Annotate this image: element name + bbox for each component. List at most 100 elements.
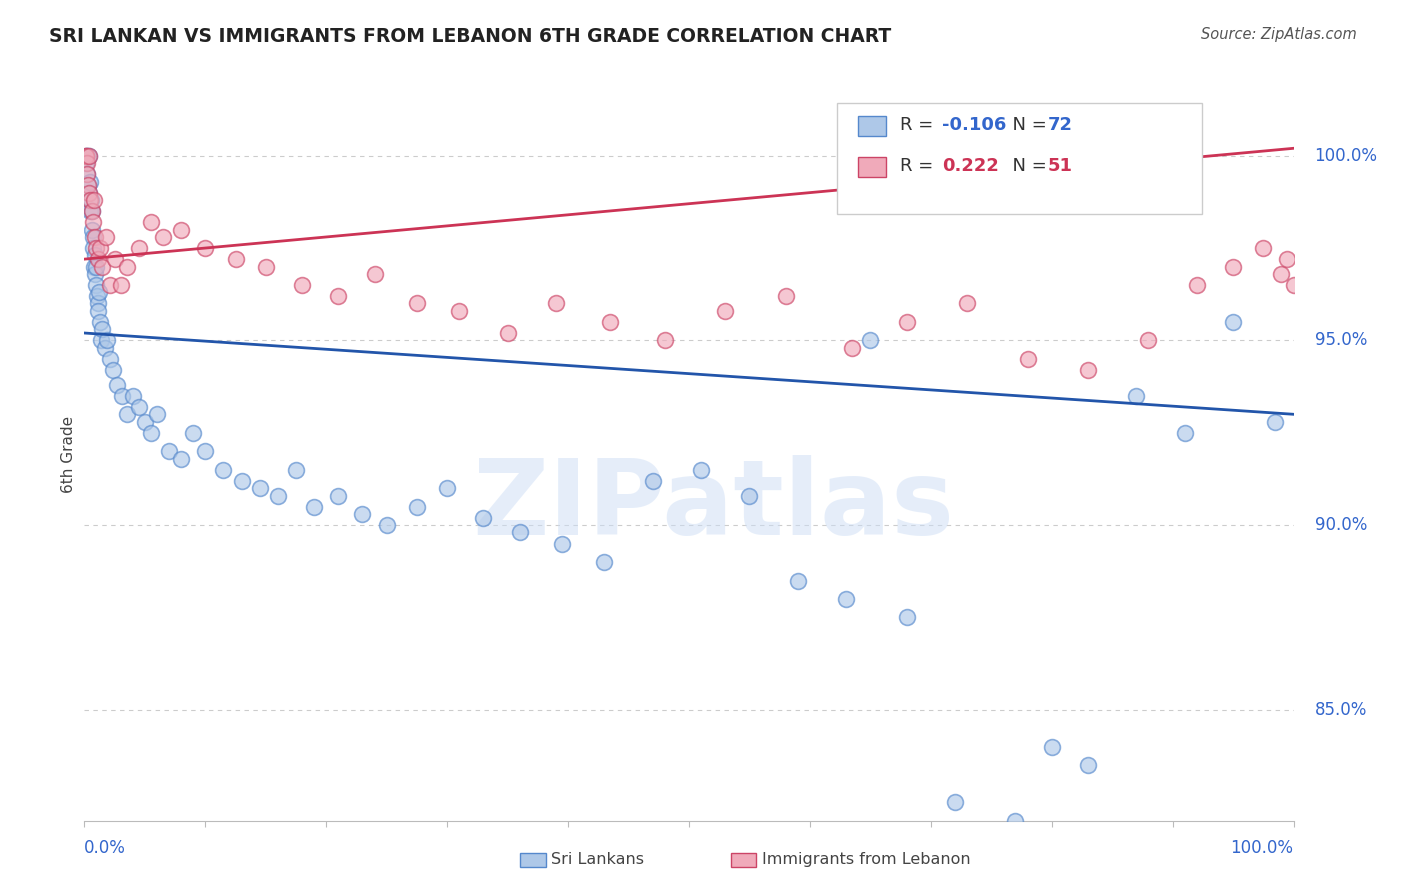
Point: [1040, 739, 1063, 754]
Point: [91, 260, 114, 274]
Point: [436, 481, 458, 495]
Point: [375, 518, 398, 533]
Point: [1185, 277, 1208, 292]
Text: Sri Lankans: Sri Lankans: [551, 853, 644, 867]
Point: [291, 277, 314, 292]
Point: [775, 289, 797, 303]
Point: [406, 296, 429, 310]
Point: [115, 407, 138, 421]
Point: [1270, 267, 1292, 281]
Point: [83, 260, 105, 274]
Point: [79, 175, 101, 189]
Point: [139, 425, 162, 440]
Point: [82, 215, 104, 229]
Point: [87, 285, 110, 300]
Point: [98, 277, 121, 292]
Point: [80, 204, 103, 219]
Point: [267, 489, 290, 503]
Point: [593, 555, 616, 569]
Point: [128, 241, 150, 255]
Point: [98, 351, 121, 366]
Point: [249, 481, 271, 495]
Point: [641, 474, 664, 488]
Point: [328, 289, 350, 303]
Point: [76, 167, 98, 181]
Point: [1251, 241, 1274, 255]
Point: [82, 241, 104, 255]
Point: [77, 178, 100, 193]
Text: 72: 72: [1047, 116, 1073, 134]
Point: [86, 252, 108, 267]
Point: [83, 248, 105, 262]
Point: [1017, 351, 1039, 366]
Text: 100.0%: 100.0%: [1315, 146, 1378, 165]
Point: [472, 510, 495, 524]
Point: [654, 334, 676, 348]
Point: [152, 230, 174, 244]
Point: [449, 303, 471, 318]
Point: [75, 156, 97, 170]
Point: [859, 334, 882, 348]
Point: [86, 241, 108, 255]
Point: [352, 507, 374, 521]
Point: [1077, 758, 1099, 772]
Point: [110, 277, 132, 292]
Point: [77, 178, 100, 193]
Point: [212, 463, 235, 477]
Point: [1282, 277, 1305, 292]
Text: -0.106: -0.106: [942, 116, 1007, 134]
Point: [82, 230, 104, 244]
Point: [599, 315, 621, 329]
Point: [302, 500, 325, 514]
Point: [544, 296, 567, 310]
Point: [83, 193, 105, 207]
Point: [1264, 415, 1286, 429]
Point: [406, 500, 429, 514]
Point: [956, 296, 979, 310]
Point: [496, 326, 519, 340]
Point: [94, 230, 117, 244]
Point: [835, 592, 858, 607]
Point: [841, 341, 863, 355]
Point: [128, 400, 150, 414]
Point: [1277, 252, 1299, 267]
Text: 0.222: 0.222: [942, 157, 998, 175]
Point: [896, 315, 918, 329]
Point: [103, 363, 125, 377]
Point: [84, 267, 107, 281]
Point: [1222, 260, 1244, 274]
Point: [89, 241, 111, 255]
Point: [181, 425, 204, 440]
Point: [284, 463, 308, 477]
Point: [1077, 363, 1099, 377]
Point: [1125, 389, 1147, 403]
Point: [104, 252, 127, 267]
Point: [1174, 425, 1197, 440]
Point: [690, 463, 713, 477]
Point: [1222, 315, 1244, 329]
Point: [170, 222, 193, 236]
Point: [225, 252, 247, 267]
Point: [77, 149, 100, 163]
Point: [79, 193, 101, 207]
Point: [111, 389, 134, 403]
Point: [714, 303, 737, 318]
Text: ZIPatlas: ZIPatlas: [472, 455, 955, 558]
Text: 51: 51: [1047, 157, 1073, 175]
Text: 90.0%: 90.0%: [1315, 516, 1367, 534]
Point: [82, 222, 104, 236]
Text: R =: R =: [900, 157, 945, 175]
Text: Immigrants from Lebanon: Immigrants from Lebanon: [762, 853, 970, 867]
Point: [80, 204, 103, 219]
Point: [86, 296, 108, 310]
Point: [146, 407, 169, 421]
Point: [79, 204, 101, 219]
Point: [76, 156, 98, 170]
Point: [1137, 334, 1160, 348]
Point: [105, 377, 128, 392]
Text: 100.0%: 100.0%: [1230, 839, 1294, 857]
Point: [1004, 814, 1026, 828]
Point: [121, 389, 143, 403]
Point: [77, 186, 100, 200]
Point: [363, 267, 385, 281]
